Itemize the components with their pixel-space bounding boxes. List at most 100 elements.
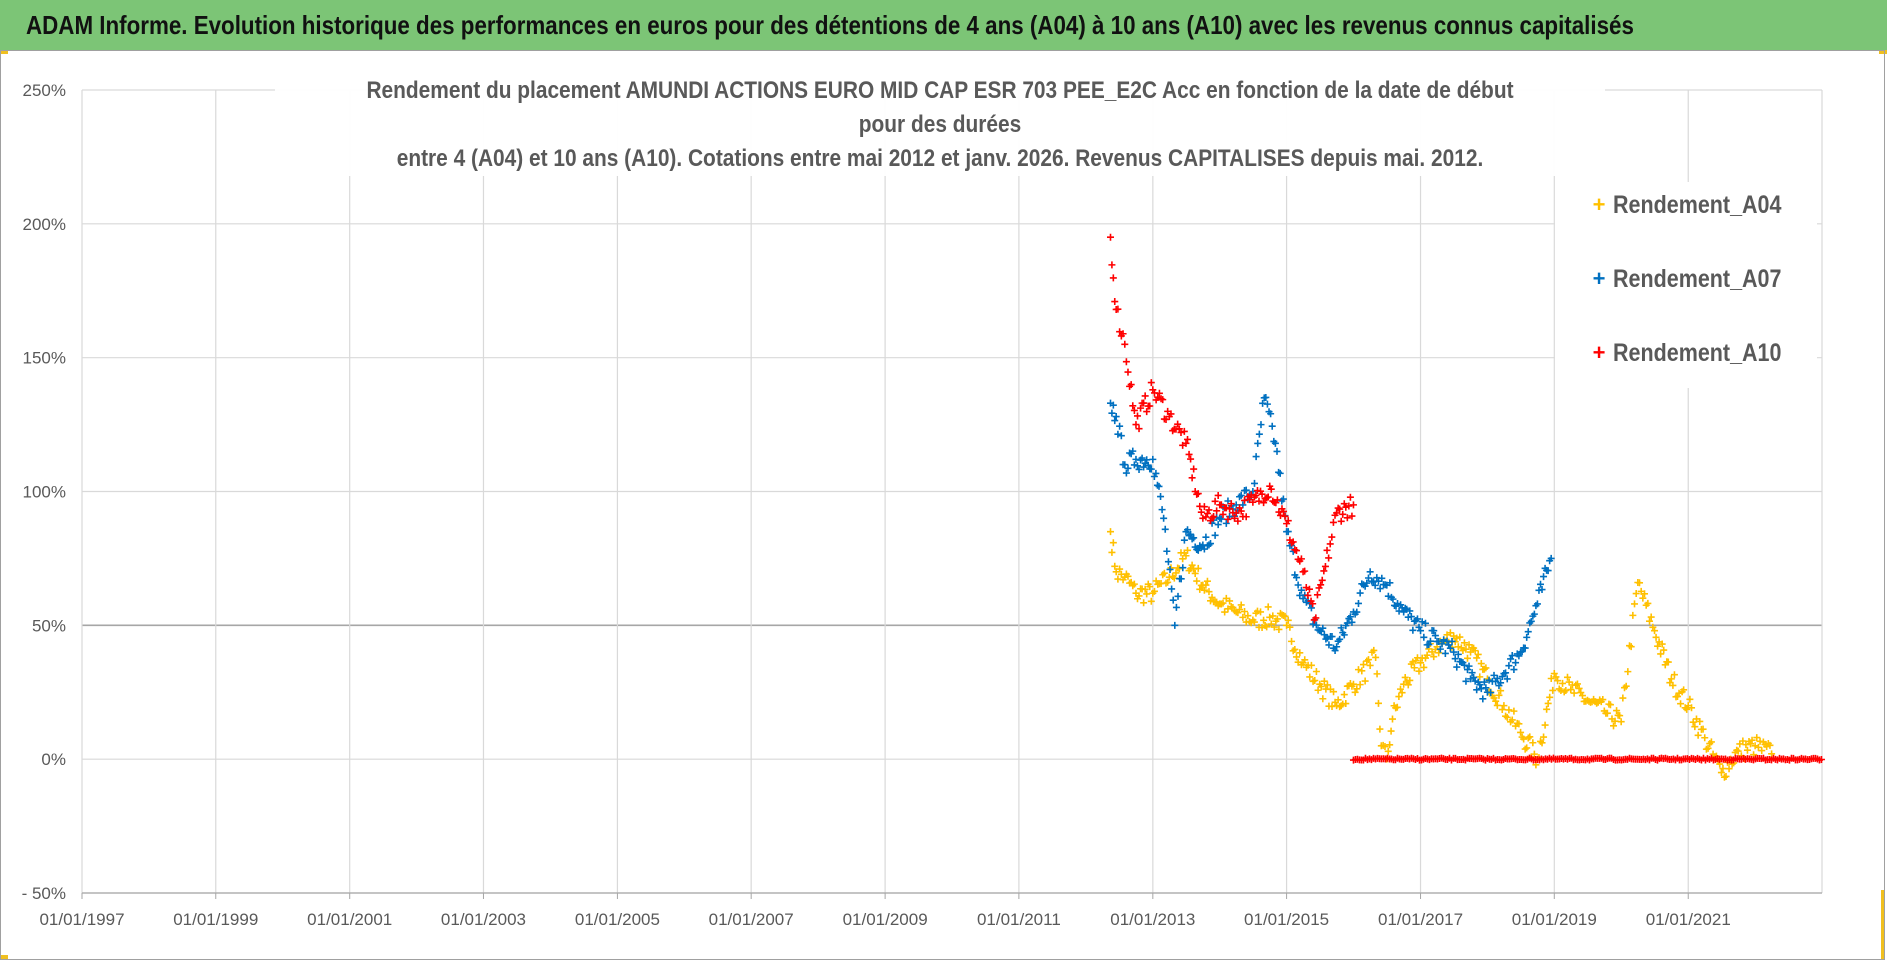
- data-point: [1236, 606, 1244, 614]
- data-point: [1500, 702, 1508, 710]
- data-point: [1641, 590, 1649, 598]
- data-point: [1563, 673, 1571, 681]
- data-point: [1417, 659, 1425, 667]
- data-point: [1242, 513, 1250, 521]
- data-point: [1147, 597, 1155, 605]
- data-point: [1407, 613, 1415, 621]
- data-point: [1337, 517, 1345, 525]
- data-point: [1289, 547, 1297, 555]
- data-point: [1185, 450, 1193, 458]
- data-point: [1114, 305, 1122, 313]
- data-point: [1497, 687, 1505, 695]
- data-point: [1361, 677, 1369, 685]
- data-point: [1696, 717, 1704, 725]
- data-point: [1336, 505, 1344, 513]
- data-point: [1515, 652, 1523, 660]
- data-point: [1639, 594, 1647, 602]
- data-point: [1258, 490, 1266, 498]
- x-tick-label: 01/01/2013: [1110, 910, 1195, 929]
- data-point: [1701, 734, 1709, 742]
- chart-frame: [0, 50, 1885, 960]
- data-point: [1421, 619, 1429, 627]
- data-point: [1257, 421, 1265, 429]
- y-tick-label: 200%: [23, 215, 66, 234]
- data-point: [1348, 618, 1356, 626]
- data-point: [1194, 490, 1202, 498]
- data-point: [1108, 409, 1116, 417]
- data-point: [1386, 579, 1394, 587]
- data-point: [1538, 739, 1546, 747]
- data-point: [1273, 447, 1281, 455]
- data-point: [1753, 734, 1761, 742]
- scatter-chart: 250%200%150%100%50%0%- 50% 01/01/1997 01/…: [22, 81, 1825, 929]
- data-point: [1410, 664, 1418, 672]
- data-point: [1237, 601, 1245, 609]
- data-point: [1351, 688, 1359, 696]
- data-point: [1707, 738, 1715, 746]
- data-point: [1304, 591, 1312, 599]
- data-point: [1348, 682, 1356, 690]
- data-point: [1477, 660, 1485, 668]
- data-point: [1667, 675, 1675, 683]
- data-point: [1155, 389, 1163, 397]
- data-point: [1119, 461, 1127, 469]
- data-point: [1436, 645, 1444, 653]
- data-point: [1114, 430, 1122, 438]
- data-point: [1301, 567, 1309, 575]
- data-point: [1725, 765, 1733, 773]
- data-point: [1169, 596, 1177, 604]
- data-point: [1523, 633, 1531, 641]
- data-point: [1766, 741, 1774, 749]
- data-point: [1460, 661, 1468, 669]
- data-point: [1153, 481, 1161, 489]
- data-point: [1521, 644, 1529, 652]
- data-point: [1446, 644, 1454, 652]
- x-tick-label: 01/01/2015: [1244, 910, 1329, 929]
- data-point: [1132, 421, 1140, 429]
- data-point: [1191, 569, 1199, 577]
- data-point: [1505, 662, 1513, 670]
- data-point: [1124, 368, 1132, 376]
- data-point: [1646, 617, 1654, 625]
- data-point: [1161, 525, 1169, 533]
- data-point: [1573, 680, 1581, 688]
- data-point: [1479, 695, 1487, 703]
- data-point: [1505, 706, 1513, 714]
- data-point: [1252, 453, 1260, 461]
- data-point: [1654, 642, 1662, 650]
- data-point: [1441, 649, 1449, 657]
- data-point: [1467, 648, 1475, 656]
- data-point: [1450, 648, 1458, 656]
- data-point: [1482, 684, 1490, 692]
- data-point: [1356, 681, 1364, 689]
- data-point: [1366, 661, 1374, 669]
- data-point: [1346, 493, 1354, 501]
- data-point: [1353, 608, 1361, 616]
- data-point: [1260, 616, 1268, 624]
- data-point: [1323, 546, 1331, 554]
- data-point: [1149, 455, 1157, 463]
- legend-marker-a07: +: [1592, 266, 1606, 291]
- data-point: [1664, 658, 1672, 666]
- data-point: [1135, 465, 1143, 473]
- data-point: [1297, 586, 1305, 594]
- data-point: [1255, 430, 1263, 438]
- data-point: [1523, 744, 1531, 752]
- data-point: [1524, 628, 1532, 636]
- data-point: [1389, 595, 1397, 603]
- data-point: [1200, 503, 1208, 511]
- data-point: [1264, 603, 1272, 611]
- series-Rendement_A04: [1107, 528, 1776, 781]
- data-point: [1440, 636, 1448, 644]
- data-point: [1146, 583, 1154, 591]
- data-point: [1210, 513, 1218, 521]
- data-point: [1747, 740, 1755, 748]
- data-point: [1187, 530, 1195, 538]
- data-point: [1179, 564, 1187, 572]
- x-tick-label: 01/01/2019: [1512, 910, 1597, 929]
- data-point: [1530, 750, 1538, 758]
- data-point: [1430, 653, 1438, 661]
- x-axis-tick-labels: 01/01/1997 01/01/1999 01/01/2001 01/01/2003…: [39, 910, 1730, 929]
- data-point: [1273, 615, 1281, 623]
- data-point: [1366, 568, 1374, 576]
